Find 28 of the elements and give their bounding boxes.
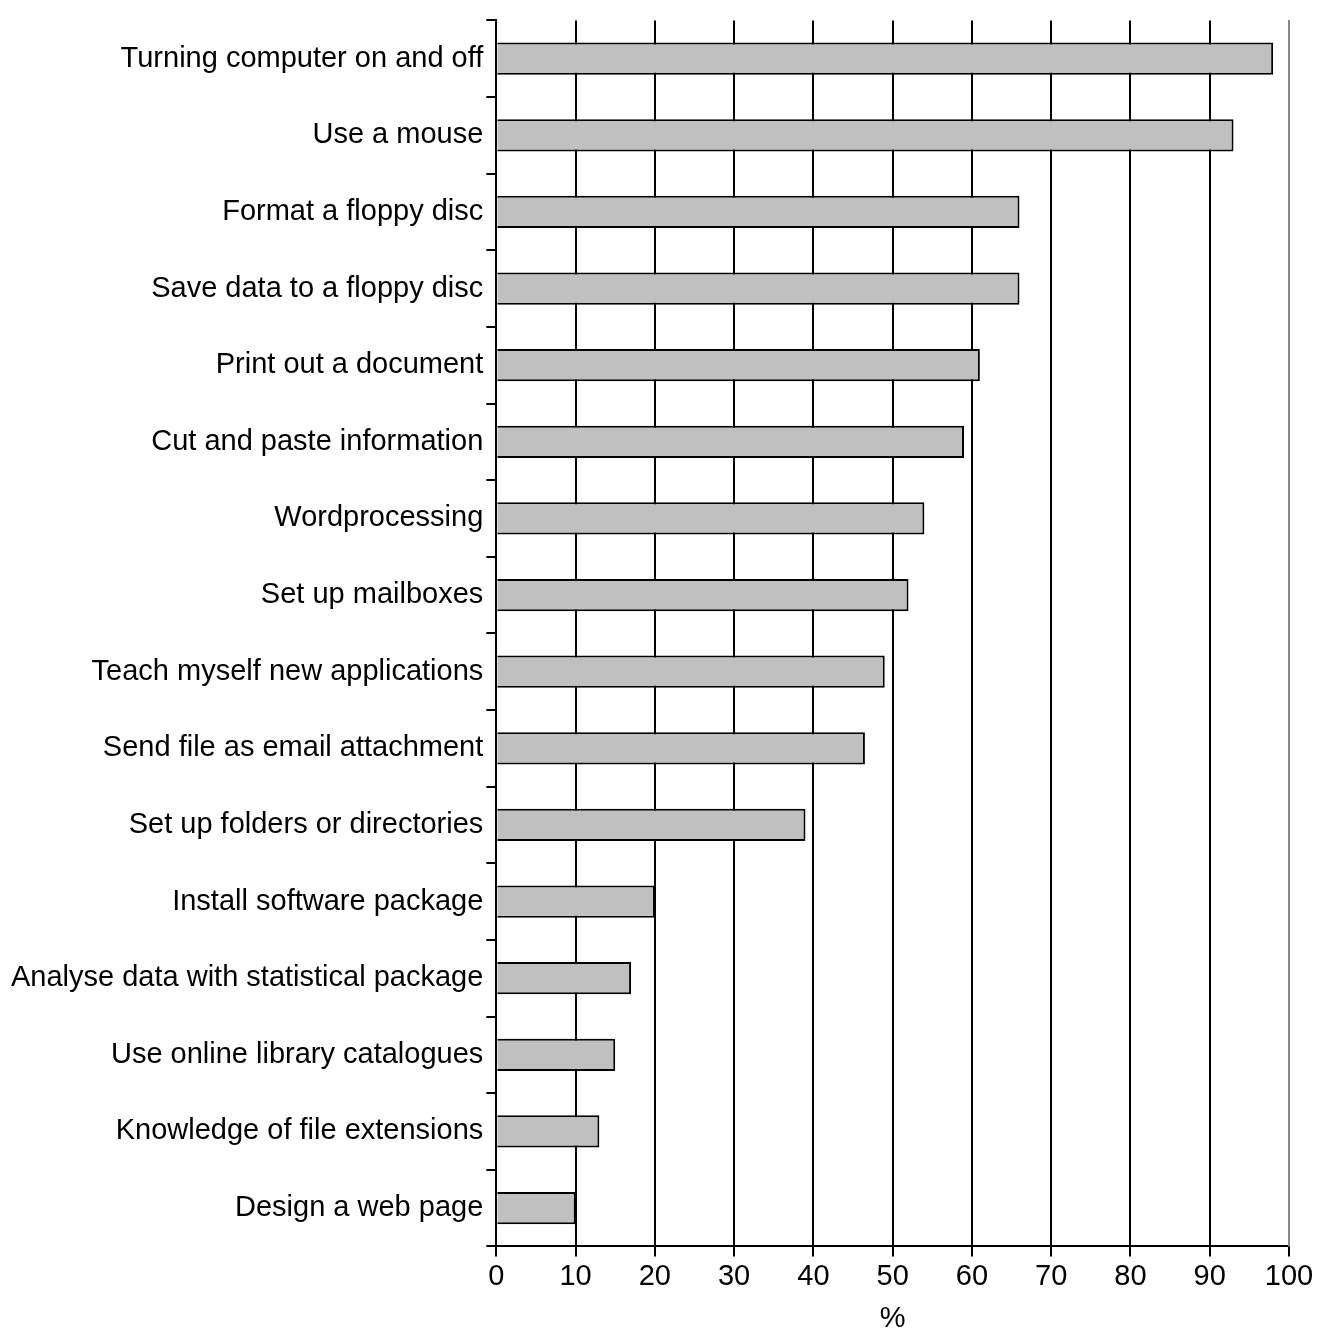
y-tick-label: Set up folders or directories bbox=[128, 806, 484, 839]
y-tick-label: Teach myself new applications bbox=[91, 653, 484, 686]
x-tick-label: 30 bbox=[717, 1258, 751, 1291]
y-tick-label: Knowledge of file extensions bbox=[115, 1113, 484, 1146]
y-tick-label: Analyse data with statistical package bbox=[11, 960, 484, 993]
y-tick-label: Send file as email attachment bbox=[102, 730, 484, 763]
y-tick-label: Print out a document bbox=[215, 347, 484, 380]
x-tick-label: 40 bbox=[797, 1258, 830, 1291]
x-tick-label: 50 bbox=[876, 1258, 909, 1291]
x-axis-title: % bbox=[879, 1300, 906, 1333]
y-tick-label: Wordprocessing bbox=[274, 500, 484, 533]
x-tick-label: 80 bbox=[1114, 1258, 1147, 1291]
x-tick-label: 20 bbox=[638, 1258, 671, 1291]
y-tick-label: Use a mouse bbox=[312, 117, 484, 150]
x-tick-label: 100 bbox=[1264, 1258, 1314, 1291]
y-tick-label: Set up mailboxes bbox=[260, 577, 484, 610]
x-tick-label: 0 bbox=[488, 1258, 505, 1291]
y-tick-label: Turning computer on and off bbox=[120, 40, 485, 73]
x-tick-label: 70 bbox=[1035, 1258, 1068, 1291]
y-tick-label: Cut and paste information bbox=[151, 423, 484, 456]
y-tick-label: Use online library catalogues bbox=[110, 1036, 484, 1069]
y-tick-label: Design a web page bbox=[235, 1190, 484, 1223]
x-tick-label: 60 bbox=[955, 1258, 989, 1291]
y-tick-label: Install software package bbox=[172, 883, 484, 916]
x-tick-label: 10 bbox=[559, 1258, 592, 1291]
x-tick-label: 90 bbox=[1193, 1258, 1226, 1291]
y-tick-label: Format a floppy disc bbox=[222, 193, 484, 226]
y-tick-label: Save data to a floppy disc bbox=[151, 270, 484, 303]
